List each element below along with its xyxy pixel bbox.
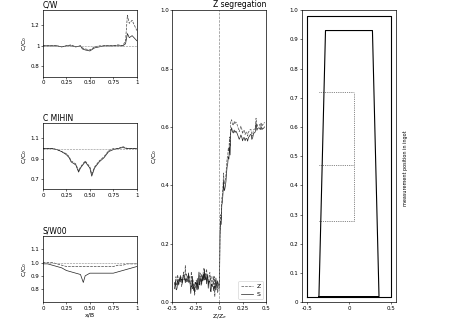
S bbox=[179, 277, 185, 281]
S bbox=[188, 291, 193, 295]
S bbox=[185, 277, 190, 281]
Z bbox=[253, 116, 258, 120]
X-axis label: x/B: x/B bbox=[85, 312, 95, 317]
S bbox=[174, 286, 179, 290]
Text: S/W00: S/W00 bbox=[43, 227, 68, 236]
Y-axis label: C/C$_0$: C/C$_0$ bbox=[20, 261, 29, 277]
Line: S: S bbox=[174, 123, 264, 293]
S bbox=[253, 121, 258, 125]
S bbox=[203, 282, 209, 286]
Line: Z: Z bbox=[174, 118, 264, 297]
Z bbox=[176, 282, 181, 286]
Z bbox=[174, 283, 179, 287]
Text: measurement position in ingot: measurement position in ingot bbox=[402, 130, 407, 206]
Text: C MIHIN: C MIHIN bbox=[43, 114, 73, 123]
X-axis label: Z/Z$_e$: Z/Z$_e$ bbox=[211, 312, 227, 321]
S bbox=[261, 125, 267, 129]
Z bbox=[261, 120, 267, 124]
Legend: Z, S: Z, S bbox=[238, 281, 263, 299]
Z bbox=[211, 295, 217, 299]
Z bbox=[209, 285, 215, 289]
Z bbox=[185, 273, 190, 277]
Y-axis label: C/C$_0$: C/C$_0$ bbox=[20, 149, 29, 164]
Y-axis label: C/C$_0$: C/C$_0$ bbox=[20, 36, 29, 51]
S bbox=[176, 283, 181, 287]
Z bbox=[171, 280, 177, 284]
Z bbox=[203, 270, 208, 274]
Text: Z segregation: Z segregation bbox=[213, 0, 266, 9]
Text: C/W: C/W bbox=[43, 1, 58, 10]
Y-axis label: C/C$_0$: C/C$_0$ bbox=[150, 149, 159, 164]
Z bbox=[179, 283, 185, 287]
S bbox=[171, 287, 177, 291]
S bbox=[209, 284, 215, 288]
